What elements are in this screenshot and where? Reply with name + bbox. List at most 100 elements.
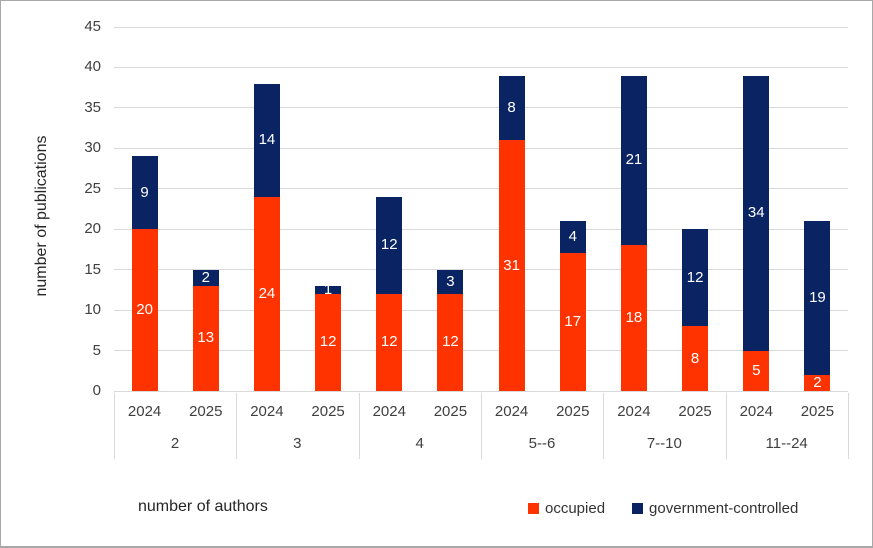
- category-divider: [848, 393, 849, 459]
- x-axis-year-label: 2024: [250, 403, 284, 420]
- x-axis-group-label: 2: [170, 435, 180, 452]
- bar-value-label: 9: [140, 183, 149, 201]
- legend-label-occupied: occupied: [545, 500, 606, 517]
- gridline: [114, 66, 848, 68]
- gridline: [114, 269, 848, 271]
- x-axis-year-label: 2025: [311, 403, 345, 420]
- bar-value-label: 1: [323, 280, 333, 298]
- bar-segment-occupied-2024-authors-5--6[interactable]: [498, 140, 525, 391]
- bar-segment-government-controlled-2024-authors-11--24[interactable]: [743, 75, 770, 351]
- bar-segment-occupied-2025-authors-4[interactable]: [437, 293, 464, 391]
- x-axis-year-label: 2025: [189, 403, 223, 420]
- x-axis-group-label: 11--24: [765, 435, 808, 452]
- bar-segment-government-controlled-2024-authors-5--6[interactable]: [498, 75, 525, 141]
- category-divider: [481, 393, 482, 459]
- x-axis-group-label: 5--6: [528, 435, 556, 452]
- category-divider: [725, 393, 727, 459]
- y-axis-tick-label: 35: [84, 98, 101, 116]
- bar-value-label: 20: [136, 301, 153, 319]
- bar-segment-government-controlled-2024-authors-7--10[interactable]: [620, 75, 647, 246]
- gridline: [114, 228, 848, 230]
- category-divider: [603, 393, 605, 459]
- y-axis-tick-label: 45: [84, 18, 101, 35]
- bar-value-label: 19: [809, 288, 826, 306]
- bar-value-label: 18: [625, 309, 643, 327]
- x-axis-group-label: 3: [293, 435, 302, 452]
- bar-segment-government-controlled-2025-authors-2[interactable]: [192, 269, 219, 286]
- bar-segment-government-controlled-2025-authors-3[interactable]: [315, 285, 342, 294]
- bar-value-label: 12: [380, 333, 398, 351]
- bar-segment-occupied-2025-authors-5--6[interactable]: [559, 253, 586, 391]
- gridline: [114, 390, 848, 392]
- bar-segment-government-controlled-2025-authors-11--24[interactable]: [804, 221, 831, 375]
- gridline: [114, 147, 848, 149]
- bar-segment-government-controlled-2024-authors-4[interactable]: [376, 196, 403, 294]
- bar-value-label: 2: [813, 373, 822, 391]
- bar-value-label: 3: [446, 272, 455, 290]
- x-axis-year-label: 2024: [372, 403, 406, 420]
- bar-segment-occupied-2024-authors-11--24[interactable]: [743, 350, 770, 391]
- bar-segment-occupied-2024-authors-7--10[interactable]: [620, 245, 647, 391]
- gridline: [114, 350, 848, 352]
- bar-value-label: 8: [507, 98, 516, 116]
- bar-value-label: 17: [564, 313, 582, 331]
- y-axis-tick-label: 40: [84, 58, 101, 76]
- legend-swatch-occupied: [528, 503, 539, 514]
- x-axis-year-label: 2024: [617, 403, 651, 420]
- x-axis-year-label: 2025: [678, 403, 712, 420]
- bar-segment-government-controlled-2024-authors-3[interactable]: [253, 83, 280, 197]
- x-axis-year-label: 2025: [800, 403, 835, 420]
- bar-segment-occupied-2024-authors-3[interactable]: [253, 196, 280, 391]
- x-axis-title: number of authors: [138, 498, 268, 515]
- bar-value-label: 8: [690, 349, 700, 367]
- bar-value-label: 2: [201, 268, 210, 286]
- bar-value-label: 12: [380, 236, 398, 254]
- bar-value-label: 14: [258, 131, 276, 149]
- legend-label-government-controlled: government-controlled: [649, 500, 799, 517]
- category-divider: [236, 393, 238, 459]
- bar-segment-government-controlled-2025-authors-5--6[interactable]: [559, 221, 586, 254]
- bar-value-label: 31: [503, 256, 520, 274]
- bar-value-label: 12: [686, 268, 704, 286]
- bar-segment-occupied-2024-authors-2[interactable]: [131, 229, 158, 391]
- gridline: [114, 188, 848, 190]
- x-axis-year-label: 2024: [739, 403, 773, 420]
- bar-value-label: 21: [625, 151, 643, 169]
- x-axis-year-label: 2025: [433, 403, 468, 420]
- bar-value-label: 12: [442, 333, 459, 351]
- bar-segment-government-controlled-2025-authors-4[interactable]: [437, 269, 464, 294]
- y-axis-tick-label: 15: [84, 260, 101, 278]
- bar-segment-government-controlled-2024-authors-2[interactable]: [131, 156, 158, 230]
- x-axis-year-label: 2025: [556, 403, 590, 420]
- legend-item-government-controlled[interactable]: government-controlled: [632, 500, 798, 517]
- category-divider: [358, 393, 360, 459]
- bar-segment-occupied-2025-authors-11--24[interactable]: [804, 374, 831, 391]
- y-axis-tick-label: 25: [84, 179, 101, 197]
- bar-value-label: 12: [319, 333, 337, 351]
- gridline: [114, 26, 848, 28]
- y-axis-tick-label: 0: [92, 382, 101, 399]
- y-axis-tick-label: 20: [84, 220, 101, 238]
- bar-segment-occupied-2025-authors-7--10[interactable]: [682, 326, 709, 391]
- x-axis-group-label: 7--10: [646, 435, 682, 452]
- x-axis-group-label: 4: [415, 435, 424, 452]
- y-axis-tick-label: 10: [84, 301, 101, 319]
- bar-segment-government-controlled-2025-authors-7--10[interactable]: [682, 229, 709, 327]
- gridline: [114, 309, 848, 311]
- category-divider: [114, 393, 115, 459]
- gridline: [114, 107, 848, 109]
- bar-segment-occupied-2025-authors-2[interactable]: [192, 285, 219, 391]
- bar-segment-occupied-2024-authors-4[interactable]: [376, 293, 403, 391]
- y-axis-tick-label: 5: [92, 341, 101, 359]
- bar-value-label: 5: [752, 361, 761, 379]
- bar-segment-occupied-2025-authors-3[interactable]: [315, 293, 342, 391]
- x-axis-year-label: 2024: [494, 403, 529, 420]
- bar-value-label: 34: [747, 204, 765, 222]
- legend-item-occupied[interactable]: occupied: [528, 500, 605, 517]
- bar-value-label: 13: [197, 329, 215, 347]
- x-axis-year-label: 2024: [127, 403, 162, 420]
- legend: occupied government-controlled: [528, 500, 798, 517]
- bar-value-label: 4: [568, 228, 577, 246]
